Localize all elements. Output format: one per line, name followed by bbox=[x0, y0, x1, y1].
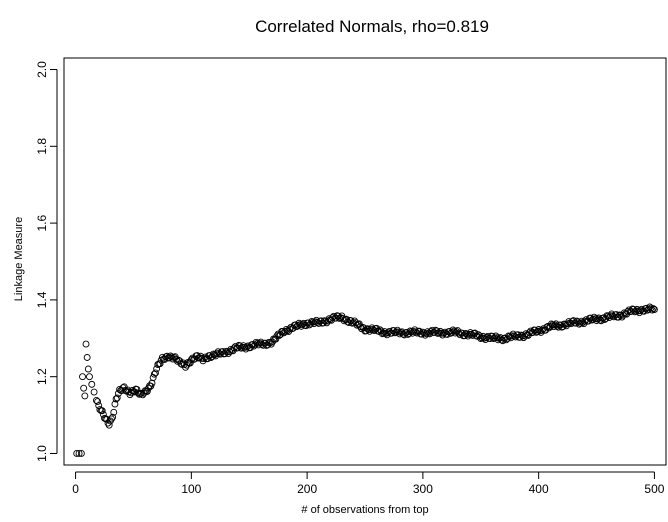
data-point bbox=[366, 327, 374, 335]
data-point bbox=[152, 369, 159, 377]
y-axis: 1.0 1.2 1.4 1.6 1.8 2.0 bbox=[35, 61, 58, 462]
y-tick-label: 1.0 bbox=[35, 445, 49, 462]
data-point bbox=[187, 356, 195, 364]
data-point bbox=[507, 334, 515, 342]
data-point bbox=[286, 325, 294, 333]
data-point bbox=[436, 327, 444, 335]
y-tick-label: 1.8 bbox=[35, 138, 49, 155]
chart-title: Correlated Normals, rho=0.819 bbox=[255, 17, 489, 36]
x-tick-label: 100 bbox=[181, 482, 201, 496]
y-tick-label: 1.2 bbox=[35, 368, 49, 385]
data-point bbox=[213, 350, 221, 358]
data-point bbox=[450, 327, 458, 335]
data-point bbox=[139, 391, 147, 399]
data-point bbox=[73, 450, 81, 457]
data-point bbox=[98, 407, 106, 415]
x-tick-label: 0 bbox=[72, 482, 79, 496]
data-point bbox=[359, 323, 367, 331]
data-point bbox=[143, 387, 151, 395]
data-point bbox=[108, 415, 115, 423]
y-tick-label: 1.6 bbox=[35, 214, 49, 231]
data-point bbox=[605, 314, 613, 322]
data-point bbox=[649, 305, 657, 313]
data-point bbox=[83, 354, 91, 361]
data-point bbox=[650, 306, 658, 313]
y-tick-label: 2.0 bbox=[35, 61, 49, 78]
data-point bbox=[121, 386, 129, 394]
data-point bbox=[156, 360, 164, 368]
data-point bbox=[111, 400, 119, 408]
data-point bbox=[214, 348, 222, 356]
data-point bbox=[549, 321, 556, 329]
data-point bbox=[79, 373, 86, 381]
data-point bbox=[393, 326, 401, 334]
x-tick-label: 500 bbox=[644, 482, 664, 496]
x-axis: 0 100 200 300 400 500 bbox=[72, 471, 665, 496]
x-axis-label: # of observations from top bbox=[301, 504, 428, 516]
data-point bbox=[86, 373, 93, 381]
data-points bbox=[73, 303, 658, 457]
data-point bbox=[90, 388, 98, 396]
data-point bbox=[542, 326, 550, 334]
data-point bbox=[637, 307, 644, 315]
data-point bbox=[88, 380, 96, 388]
y-axis-label: Linkage Measure bbox=[13, 217, 25, 301]
data-point bbox=[103, 415, 111, 423]
data-point bbox=[492, 332, 500, 340]
data-point bbox=[77, 450, 85, 457]
data-point bbox=[113, 394, 121, 402]
x-tick-label: 400 bbox=[529, 482, 549, 496]
data-point bbox=[82, 340, 90, 348]
data-point bbox=[590, 313, 598, 321]
data-point bbox=[330, 312, 338, 320]
data-point bbox=[109, 413, 117, 421]
data-point bbox=[283, 327, 291, 335]
data-point bbox=[464, 332, 472, 340]
data-point bbox=[80, 384, 88, 392]
x-tick-label: 200 bbox=[297, 482, 317, 496]
data-point bbox=[110, 408, 118, 416]
plot-frame bbox=[63, 57, 667, 466]
data-point bbox=[84, 365, 92, 373]
data-point bbox=[81, 392, 89, 400]
data-point bbox=[94, 398, 102, 406]
data-point bbox=[105, 421, 113, 429]
data-point bbox=[591, 315, 599, 323]
data-point bbox=[75, 450, 83, 457]
y-tick-label: 1.4 bbox=[35, 291, 49, 308]
data-point bbox=[147, 382, 155, 390]
x-tick-label: 300 bbox=[413, 482, 433, 496]
data-point bbox=[421, 331, 429, 339]
data-point bbox=[538, 326, 546, 334]
data-point bbox=[273, 332, 281, 340]
